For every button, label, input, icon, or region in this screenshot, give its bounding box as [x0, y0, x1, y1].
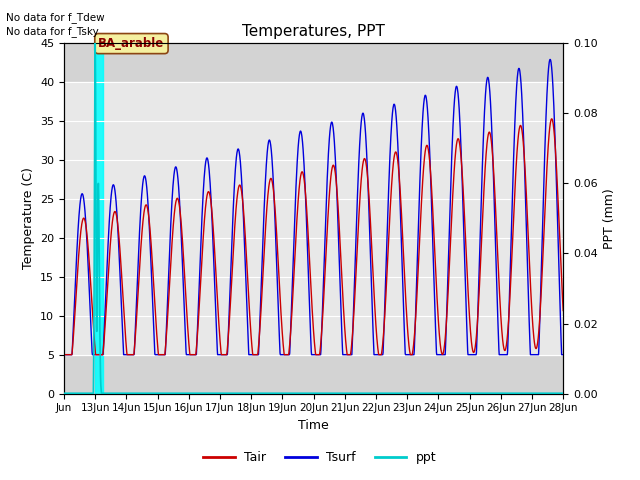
Text: No data for f_Tsky: No data for f_Tsky — [6, 26, 99, 37]
Title: Temperatures, PPT: Temperatures, PPT — [242, 24, 385, 39]
Y-axis label: Temperature (C): Temperature (C) — [22, 168, 35, 269]
Text: No data for f_Tdew: No data for f_Tdew — [6, 12, 105, 23]
Bar — [95, 43, 103, 394]
Y-axis label: PPT (mm): PPT (mm) — [604, 188, 616, 249]
Text: BA_arable: BA_arable — [99, 37, 164, 50]
X-axis label: Time: Time — [298, 419, 329, 432]
Bar — [64, 82, 563, 355]
Legend: Tair, Tsurf, ppt: Tair, Tsurf, ppt — [198, 446, 442, 469]
